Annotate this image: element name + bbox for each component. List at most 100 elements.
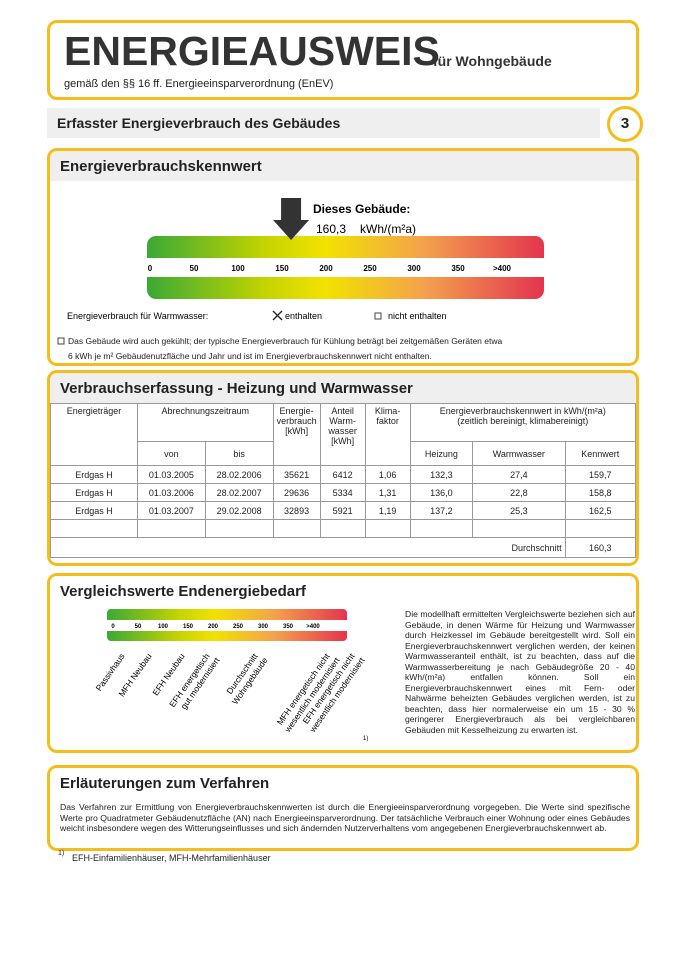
marker-value: 160,3: [316, 222, 346, 236]
scale-tick-label: 200: [319, 264, 333, 273]
consumption-table: Energieträger Abrechnungszeitraum Energi…: [50, 403, 636, 558]
cell: [50, 519, 138, 538]
scale-tick-label: 250: [233, 624, 244, 630]
cell: [319, 519, 366, 538]
th: Energieträger: [50, 403, 138, 466]
footnote-mark: 1): [58, 850, 65, 857]
cell: 28.02.2006: [204, 465, 274, 484]
cell: 6412: [319, 465, 366, 484]
marker-label: Dieses Gebäude:: [313, 202, 410, 216]
option: enthalten: [285, 311, 322, 321]
scale-tick-label: 50: [135, 624, 142, 630]
cell: [50, 537, 411, 558]
th: Heizung: [409, 441, 474, 466]
cell: 22,8: [472, 483, 566, 502]
cell: 25,3: [472, 501, 566, 520]
cell: 159,7: [564, 465, 636, 484]
cell: [409, 519, 474, 538]
box-title: Energieverbrauchskennwert: [50, 151, 636, 181]
scale-tick-label: 200: [208, 624, 219, 630]
checkbox: [374, 312, 382, 320]
cell: 1,19: [364, 501, 411, 520]
average-label: Durchschnitt: [410, 537, 566, 558]
scale-tick-label: 0: [111, 624, 115, 630]
th: bis: [204, 441, 274, 466]
cell: 29636: [272, 483, 321, 502]
scale-tick-label: >400: [306, 624, 320, 630]
option: nicht enthalten: [388, 311, 447, 321]
cell: 29.02.2008: [204, 501, 274, 520]
cell: 162,5: [564, 501, 636, 520]
scale-tick-label: 0: [148, 264, 153, 273]
th: Kennwert: [564, 441, 636, 466]
cell: 132,3: [409, 465, 474, 484]
cell: [364, 519, 411, 538]
verbrauch-box: Verbrauchserfassung - Heizung und Warmwa…: [47, 370, 639, 566]
scale-band: [147, 258, 544, 277]
section-bar: Erfasster Energieverbrauch des Gebäudes: [47, 108, 600, 138]
th: Abrechnungszeitraum: [137, 403, 274, 442]
th: Energieverbrauchskennwert in kWh/(m²a) (z…: [409, 403, 636, 442]
cell: Erdgas H: [50, 501, 138, 520]
cell: [272, 519, 321, 538]
section-title: Erfasster Energieverbrauch des Gebäudes: [57, 115, 341, 131]
scale-tick-label: >400: [493, 264, 512, 273]
th: Anteil Warm-wasser [kWh]: [319, 403, 366, 466]
cell: [137, 519, 206, 538]
box-title: Erläuterungen zum Verfahren: [50, 768, 636, 798]
th: Klima-faktor: [364, 403, 411, 466]
checkbox: [57, 337, 65, 345]
footnote: EFH-Einfamilienhäuser, MFH-Mehrfamilienh…: [72, 853, 271, 863]
scale-tick-label: 300: [407, 264, 421, 273]
table-row: Erdgas H 01.03.2006 28.02.2007 29636 5334 1,3…: [50, 483, 636, 502]
scale-tick-label: 100: [158, 624, 169, 630]
cell: 01.03.2007: [137, 501, 206, 520]
th-note: (zeitlich bereinigt, klimabereinigt): [457, 416, 589, 426]
cell: 5334: [319, 483, 366, 502]
table-row: Erdgas H 01.03.2007 29.02.2008 32893 5921 1,1…: [50, 501, 636, 520]
cooling-note: Das Gebäude wird auch gekühlt; der typis…: [68, 336, 503, 361]
cell: 136,0: [409, 483, 474, 502]
subtitle: für Wohngebäude: [433, 53, 552, 69]
scale-tick-label: 50: [190, 264, 199, 273]
marker-unit: kWh/(m²a): [360, 222, 416, 236]
erlaeuterung-box: Erläuterungen zum Verfahren Das Verfahre…: [47, 765, 639, 851]
scale-tick-label: 350: [451, 264, 465, 273]
page-number: 3: [607, 106, 643, 142]
footnote-mark: 1): [363, 736, 368, 742]
kennwert-box: Energieverbrauchskennwert Dieses Gebäude…: [47, 148, 639, 366]
th: Energie-verbrauch [kWh]: [272, 403, 321, 466]
cell: Erdgas H: [50, 483, 138, 502]
checkbox-checked: [272, 310, 283, 321]
th: von: [137, 441, 206, 466]
cell: [472, 519, 566, 538]
header-box: ENERGIEAUSWEIS für Wohngebäude gemäß den…: [47, 20, 639, 100]
cell: 1,31: [364, 483, 411, 502]
cell: 01.03.2005: [137, 465, 206, 484]
cell: [204, 519, 274, 538]
th: Energieverbrauchskennwert in kWh/(m²a): [439, 406, 606, 416]
cell: 5921: [319, 501, 366, 520]
cell: 27,4: [472, 465, 566, 484]
cell: [564, 519, 636, 538]
table-row: [50, 519, 636, 538]
legal-basis: gemäß den §§ 16 ff. Energieeinsparverord…: [64, 78, 334, 90]
cell: 158,8: [564, 483, 636, 502]
scale-tick-label: 100: [231, 264, 245, 273]
table-row: Erdgas H 01.03.2005 28.02.2006 35621 6412 1,0…: [50, 465, 636, 484]
kennwert-scale: Dieses Gebäude: 160,3 kWh/(m²a) Energiev…: [57, 198, 544, 345]
vergleich-box: Vergleichswerte Endenergiebedarf 0 50 100 1…: [47, 573, 639, 753]
average-value: 160,3: [564, 537, 636, 558]
box-title: Verbrauchserfassung - Heizung und Warmwa…: [50, 373, 636, 403]
scale-band: [107, 620, 347, 631]
cell: 01.03.2006: [137, 483, 206, 502]
cell: 32893: [272, 501, 321, 520]
table-row: Durchschnitt 160,3: [50, 537, 636, 558]
cell: Erdgas H: [50, 465, 138, 484]
erlaeuterung-text: Das Verfahren zur Ermittlung von Energie…: [60, 802, 630, 833]
value-arrow: [273, 198, 310, 240]
warmwasser-label: Energieverbrauch für Warmwasser:: [67, 311, 208, 321]
scale-tick-label: 250: [363, 264, 377, 273]
